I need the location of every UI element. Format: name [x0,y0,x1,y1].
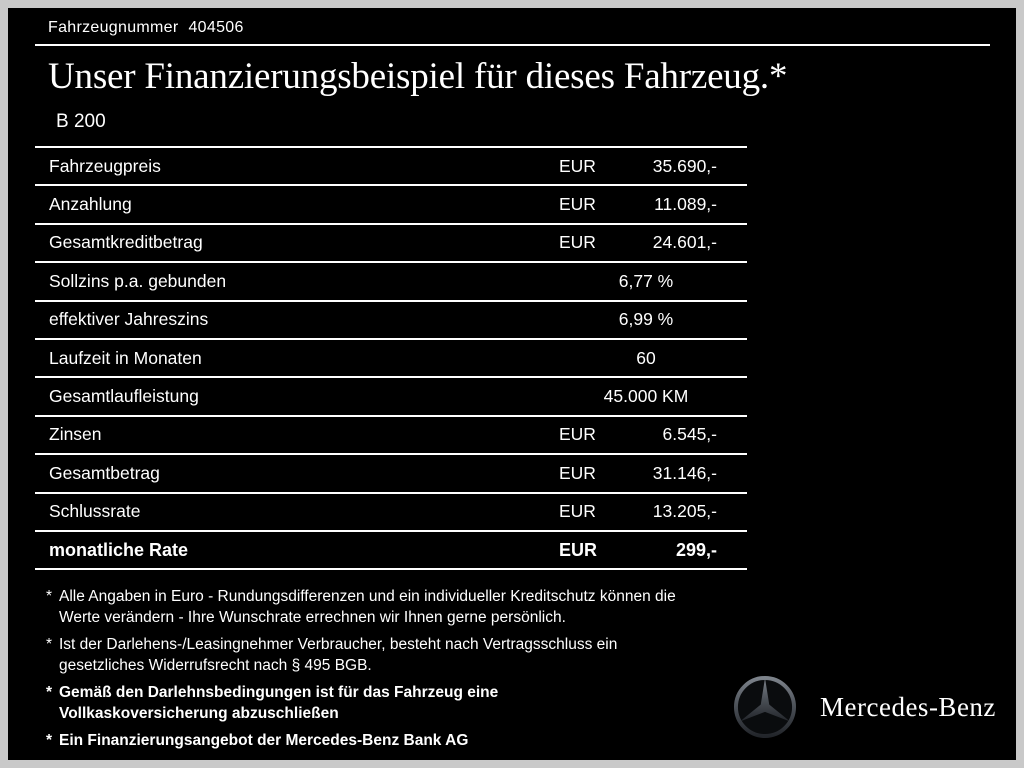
footnote-marker: * [46,588,53,606]
table-row: Anzahlung EUR 11.089,- [35,186,747,225]
row-value-cell: EUR 13.205,- [559,501,747,522]
row-value: 6,77 % [618,270,674,291]
footnote-marker: * [46,636,53,654]
table-row-monthly-rate: monatliche Rate EUR 299,- [35,532,747,571]
row-label: Sollzins p.a. gebunden [49,270,227,291]
currency-label: EUR [559,155,596,176]
row-value: 31.146,- [652,462,717,483]
table-row: Zinsen EUR 6.545,- [35,417,747,456]
brand-wordmark: Mercedes-Benz [820,691,996,722]
footnote-text: Ein Finanzierungsangebot der Mercedes-Be… [59,732,469,750]
row-value-cell: EUR 24.601,- [559,232,747,253]
footnote-text: Alle Angaben in Euro - Rundungsdifferenz… [59,588,676,626]
vehicle-number-value: 404506 [188,19,244,36]
table-row: Gesamtlaufleistung 45.000 KM [35,378,747,417]
footnote-text: Ist der Darlehens-/Leasingnehmer Verbrau… [59,636,618,674]
row-label: Gesamtkreditbetrag [49,232,203,253]
table-row: effektiver Jahreszins 6,99 % [35,302,747,340]
row-value: 13.205,- [652,501,717,522]
financing-table: Fahrzeugpreis EUR 35.690,- Anzahlung EUR… [35,146,747,571]
table-row: Fahrzeugpreis EUR 35.690,- [35,148,747,187]
brand-area: Mercedes-Benz [732,674,996,740]
footnote: * Ist der Darlehens-/Leasingnehmer Verbr… [46,635,746,676]
financing-screen: Fahrzeugnummer 404506 Unser Finanzierungs… [8,8,1016,760]
row-label: Schlussrate [49,501,141,522]
table-row: Schlussrate EUR 13.205,- [35,494,747,532]
vehicle-number-label: Fahrzeugnummer [48,19,179,36]
currency-label: EUR [559,501,596,522]
page-title: Unser Finanzierungsbeispiel für dieses F… [48,56,788,97]
footnote-marker: * [46,732,53,750]
row-label: Gesamtbetrag [49,462,160,483]
currency-label: EUR [559,539,598,560]
footnotes: * Alle Angaben in Euro - Rundungsdiffere… [46,587,746,752]
row-value-cell: EUR 31.146,- [559,463,747,484]
currency-label: EUR [559,424,596,445]
row-label: monatliche Rate [49,539,189,560]
row-value: 11.089,- [654,194,717,215]
row-value: 299,- [675,539,717,560]
row-value: 24.601,- [652,232,717,253]
footnote-text: Gemäß den Darlehnsbedingungen ist für da… [59,684,499,722]
row-value: 6.545,- [662,424,717,445]
row-value-cell: 6,99 % [559,309,747,330]
table-row: Gesamtbetrag EUR 31.146,- [35,455,747,494]
row-value-cell: 45.000 KM [559,386,747,407]
table-row: Sollzins p.a. gebunden 6,77 % [35,263,747,302]
footnote: * Gemäß den Darlehnsbedingungen ist für … [46,683,746,724]
currency-label: EUR [559,194,596,215]
row-label: Fahrzeugpreis [49,155,161,176]
row-value-cell: EUR 299,- [559,540,747,561]
row-value-cell: EUR 11.089,- [559,194,747,215]
mercedes-star-icon [733,675,797,739]
row-value-cell: EUR 6.545,- [559,424,747,445]
currency-label: EUR [559,462,596,483]
table-row: Gesamtkreditbetrag EUR 24.601,- [35,225,747,264]
row-value: 6,99 % [618,309,674,330]
footnote: * Alle Angaben in Euro - Rundungsdiffere… [46,587,746,628]
row-value: 45.000 KM [603,386,689,407]
row-value: 60 [636,347,656,368]
vehicle-model: B 200 [56,111,106,132]
footnote: * Ein Finanzierungsangebot der Mercedes-… [46,731,746,752]
row-value-cell: 6,77 % [559,271,747,292]
table-row: Laufzeit in Monaten 60 [35,340,747,379]
footnote-marker: * [46,684,53,702]
row-value: 35.690,- [652,155,717,176]
row-value-cell: 60 [559,348,747,369]
row-value-cell: EUR 35.690,- [559,156,747,177]
row-label: Zinsen [49,424,102,445]
row-label: Laufzeit in Monaten [49,347,202,368]
row-label: Anzahlung [49,194,132,215]
row-label: Gesamtlaufleistung [49,386,199,407]
row-label: effektiver Jahreszins [49,309,209,330]
currency-label: EUR [559,232,596,253]
vehicle-number-bar: Fahrzeugnummer 404506 [35,8,990,46]
